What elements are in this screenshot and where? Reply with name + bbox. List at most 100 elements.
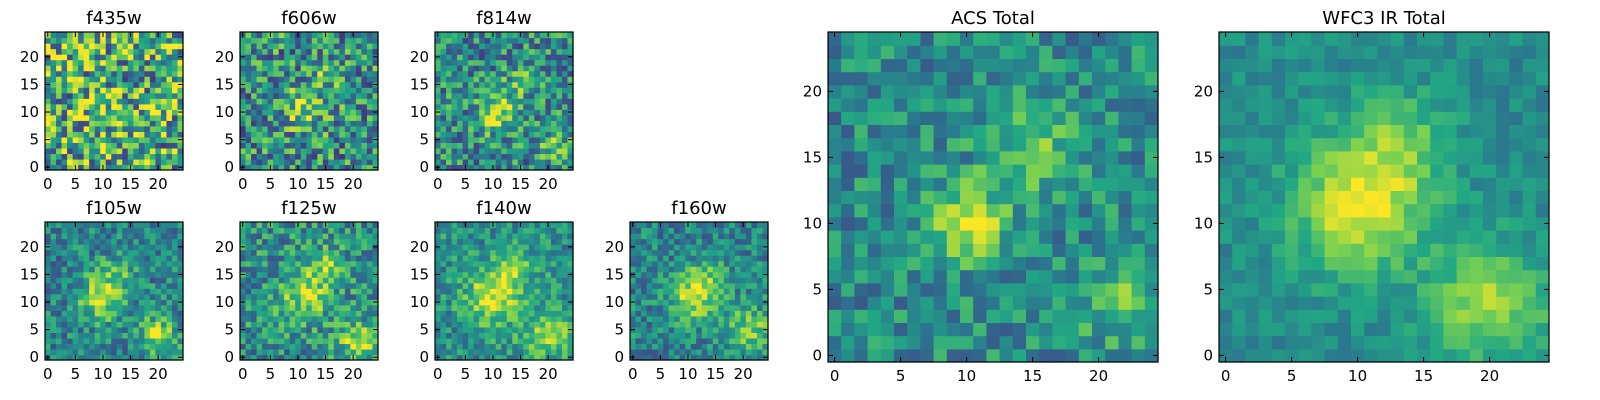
heatmap-cell (473, 277, 480, 284)
heatmap-cell (171, 244, 179, 251)
heatmap-cell (166, 354, 173, 361)
heatmap-cell (122, 343, 129, 350)
heatmap-cell (561, 158, 569, 166)
heatmap-cell (122, 70, 129, 77)
heatmap-cell (45, 43, 52, 50)
heatmap-cell (960, 335, 974, 350)
heatmap-cell (512, 98, 519, 105)
heatmap-cell (306, 288, 313, 295)
heatmap-cell (273, 332, 280, 339)
heatmap-cell (317, 255, 324, 262)
heatmap-cell (473, 326, 480, 333)
heatmap-cell (300, 288, 307, 295)
heatmap-cell (495, 70, 502, 77)
heatmap-cell (67, 310, 74, 317)
heatmap-cell (78, 164, 85, 171)
heatmap-cell (72, 315, 79, 322)
heatmap-cell (734, 244, 741, 251)
heatmap-cell (149, 348, 156, 356)
heatmap-cell (999, 203, 1014, 218)
heatmap-cell (534, 277, 541, 284)
heatmap-cell (751, 315, 758, 322)
heatmap-cell (745, 288, 753, 295)
heatmap-cell (556, 304, 563, 311)
heatmap-cell (256, 315, 263, 322)
heatmap-cell (751, 337, 758, 345)
heatmap-cell (484, 222, 491, 229)
heatmap-cell (690, 293, 697, 300)
heatmap-cell (462, 147, 469, 155)
heatmap-cell (240, 282, 247, 289)
heatmap-cell (256, 321, 263, 328)
heatmap-cell (295, 37, 302, 44)
heatmap-cell (986, 309, 1001, 323)
heatmap-cell (267, 48, 274, 55)
heatmap-cell (311, 32, 318, 39)
heatmap-cell (506, 337, 513, 345)
y-tick-label: 5 (224, 131, 234, 149)
heatmap-cell (144, 348, 151, 356)
heatmap-cell (322, 43, 329, 50)
heatmap-cell (361, 299, 368, 306)
heatmap-cell (501, 120, 508, 127)
heatmap-cell (539, 233, 546, 240)
heatmap-cell (61, 348, 68, 356)
heatmap-cell (160, 293, 168, 300)
heatmap-cell (663, 293, 670, 300)
heatmap-cell (240, 343, 247, 350)
y-tick-label: 15 (410, 265, 429, 283)
heatmap-cell (67, 136, 74, 143)
heatmap-cell (56, 54, 63, 61)
heatmap-cell (534, 326, 541, 333)
heatmap-cell (133, 114, 140, 121)
heatmap-cell (490, 255, 497, 262)
heatmap-cell (556, 244, 563, 251)
heatmap-cell (674, 227, 681, 234)
heatmap-cell (946, 282, 961, 297)
heatmap-cell (740, 244, 747, 251)
heatmap-cell (56, 304, 63, 311)
heatmap-cell (94, 282, 101, 289)
heatmap-cell (663, 271, 670, 278)
heatmap-cell (512, 282, 519, 289)
heatmap-cell (712, 244, 719, 251)
heatmap-cell (94, 277, 101, 284)
heatmap-cell (880, 282, 895, 297)
heatmap-cell (322, 277, 329, 284)
heatmap-cell (457, 153, 464, 160)
heatmap-cell (457, 147, 464, 155)
heatmap-cell (149, 92, 156, 99)
heatmap-cell (729, 326, 736, 333)
heatmap-cell (350, 48, 357, 55)
heatmap-cell (83, 271, 90, 278)
heatmap-cell (171, 315, 179, 322)
heatmap-cell (756, 249, 764, 256)
heatmap-cell (245, 114, 252, 121)
heatmap-cell (545, 266, 552, 273)
heatmap-cell (328, 310, 335, 317)
heatmap-cell (539, 87, 546, 94)
heatmap-cell (435, 233, 442, 240)
heatmap-cell (61, 354, 68, 361)
heatmap-cell (240, 315, 247, 322)
heatmap-cell (89, 244, 96, 251)
heatmap-cell (328, 136, 335, 143)
heatmap-cell (973, 269, 987, 284)
heatmap-cell (67, 153, 74, 160)
heatmap-cell (907, 150, 921, 165)
heatmap-cell (317, 326, 324, 333)
heatmap-cell (690, 321, 697, 328)
heatmap-cell (751, 244, 758, 251)
heatmap-cell (523, 282, 530, 289)
heatmap-cell (256, 266, 263, 273)
heatmap-cell (240, 98, 247, 105)
heatmap-cell (701, 332, 708, 339)
heatmap-cell (50, 92, 57, 99)
heatmap-cell (880, 177, 895, 191)
heatmap-cell (166, 310, 173, 317)
heatmap-cell (1092, 243, 1106, 257)
heatmap-cell (177, 255, 184, 262)
heatmap-cell (641, 343, 648, 350)
y-tick-label: 15 (410, 75, 429, 93)
heatmap-cell (696, 266, 703, 273)
